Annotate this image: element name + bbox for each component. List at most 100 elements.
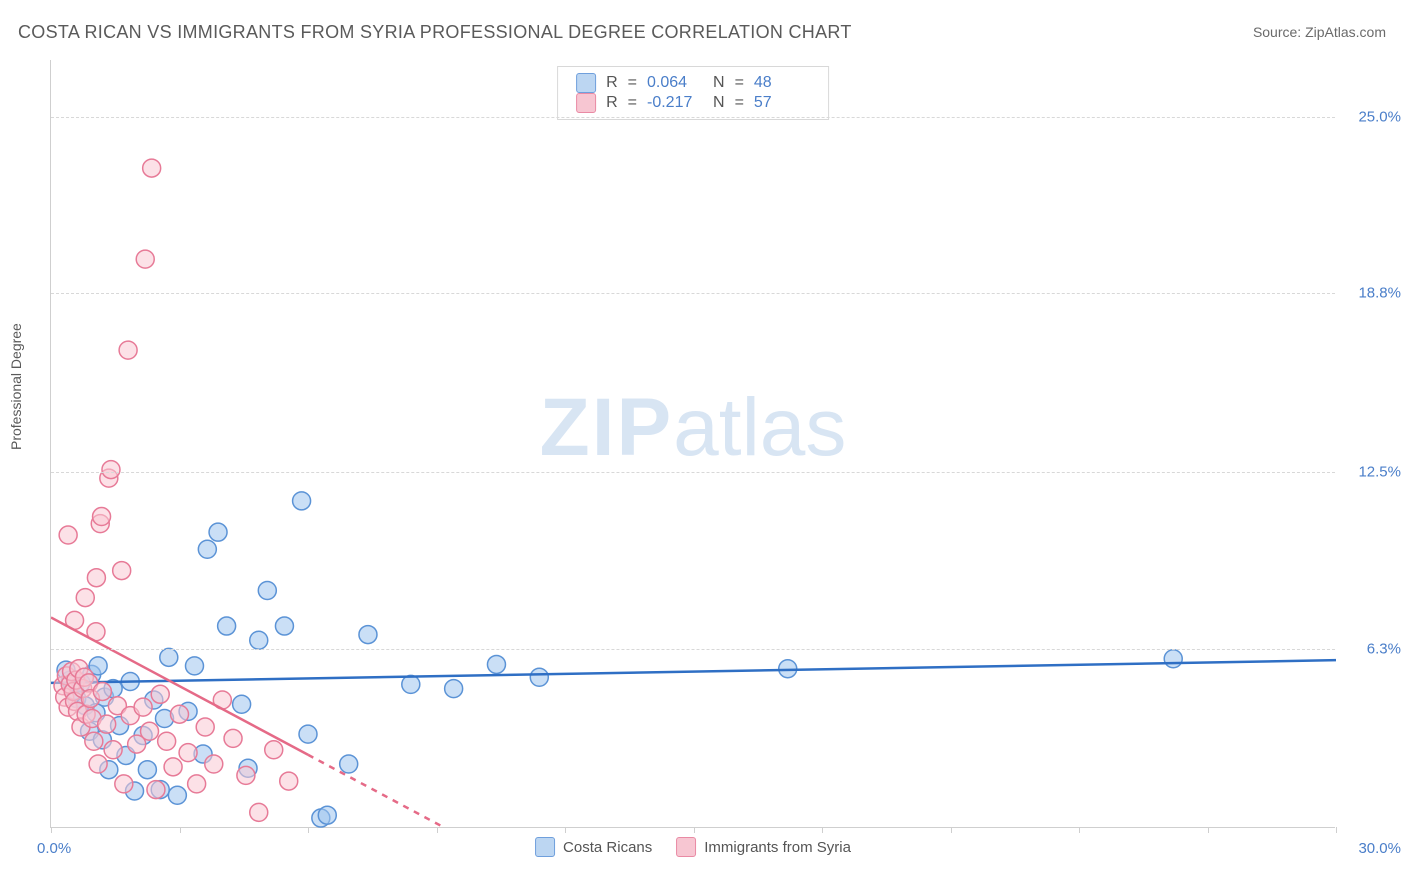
x-tick: [822, 827, 823, 833]
data-point: [359, 626, 377, 644]
legend-swatch: [576, 73, 596, 93]
legend-eq: =: [735, 94, 744, 112]
data-point: [179, 744, 197, 762]
legend-swatch: [576, 93, 596, 113]
data-point: [147, 781, 165, 799]
legend-n-label: N: [713, 74, 725, 92]
data-point: [487, 655, 505, 673]
data-point: [280, 772, 298, 790]
legend-row: R=0.064N=48: [576, 73, 810, 93]
data-point: [196, 718, 214, 736]
data-point: [85, 732, 103, 750]
y-tick-label: 25.0%: [1341, 108, 1401, 125]
legend-eq: =: [735, 74, 744, 92]
x-tick: [437, 827, 438, 833]
series-legend: Costa Ricans Immigrants from Syria: [535, 837, 851, 857]
legend-item: Immigrants from Syria: [676, 837, 851, 857]
data-point: [188, 775, 206, 793]
source-link[interactable]: ZipAtlas.com: [1305, 24, 1386, 40]
data-point: [224, 729, 242, 747]
data-point: [102, 461, 120, 479]
gridline: [51, 293, 1335, 294]
data-point: [143, 159, 161, 177]
x-tick: [180, 827, 181, 833]
legend-r-value: 0.064: [647, 74, 703, 92]
data-point: [87, 569, 105, 587]
data-point: [76, 589, 94, 607]
data-point: [445, 680, 463, 698]
data-point: [205, 755, 223, 773]
data-point: [258, 581, 276, 599]
legend-r-label: R: [606, 94, 618, 112]
legend-n-label: N: [713, 94, 725, 112]
data-point: [136, 250, 154, 268]
data-point: [185, 657, 203, 675]
legend-swatch: [535, 837, 555, 857]
x-tick: [51, 827, 52, 833]
data-point: [218, 617, 236, 635]
data-point: [265, 741, 283, 759]
data-point: [233, 695, 251, 713]
y-tick-label: 12.5%: [1341, 464, 1401, 481]
legend-n-value: 48: [754, 74, 810, 92]
data-point: [158, 732, 176, 750]
x-tick: [565, 827, 566, 833]
source-prefix: Source:: [1253, 24, 1305, 40]
source-label: Source: ZipAtlas.com: [1253, 24, 1386, 40]
data-point: [209, 523, 227, 541]
data-point: [113, 562, 131, 580]
data-point: [250, 631, 268, 649]
data-point: [293, 492, 311, 510]
data-point: [299, 725, 317, 743]
chart-svg: [51, 60, 1336, 828]
legend-r-label: R: [606, 74, 618, 92]
data-point: [98, 715, 116, 733]
data-point: [171, 705, 189, 723]
data-point: [250, 803, 268, 821]
legend-label: Costa Ricans: [563, 839, 652, 856]
data-point: [141, 722, 159, 740]
data-point: [164, 758, 182, 776]
data-point: [318, 806, 336, 824]
chart-title: COSTA RICAN VS IMMIGRANTS FROM SYRIA PRO…: [18, 22, 852, 43]
x-tick: [694, 827, 695, 833]
x-tick: [1208, 827, 1209, 833]
data-point: [119, 341, 137, 359]
legend-item: Costa Ricans: [535, 837, 652, 857]
data-point: [93, 508, 111, 526]
data-point: [402, 675, 420, 693]
data-point: [93, 682, 111, 700]
data-point: [237, 766, 255, 784]
data-point: [275, 617, 293, 635]
legend-row: R = -0.217 N = 57: [576, 93, 810, 113]
x-tick: [308, 827, 309, 833]
data-point: [168, 786, 186, 804]
legend-n-value: 57: [754, 94, 810, 112]
y-tick-label: 18.8%: [1341, 285, 1401, 302]
data-point: [115, 775, 133, 793]
data-point: [340, 755, 358, 773]
data-point: [138, 761, 156, 779]
gridline: [51, 472, 1335, 473]
x-tick: [1079, 827, 1080, 833]
data-point: [59, 526, 77, 544]
data-point: [151, 685, 169, 703]
x-axis-start-label: 0.0%: [37, 840, 71, 857]
x-tick: [1336, 827, 1337, 833]
data-point: [198, 540, 216, 558]
data-point: [134, 698, 152, 716]
legend-label: Immigrants from Syria: [704, 839, 851, 856]
data-point: [104, 741, 122, 759]
legend-r-value: -0.217: [647, 94, 703, 112]
chart-plot-area: ZIPatlas R=0.064N=48R=-0.217N=57 0.0% 30…: [50, 60, 1335, 828]
y-tick-label: 6.3%: [1341, 640, 1401, 657]
y-axis-label: Professional Degree: [8, 323, 24, 450]
data-point: [160, 648, 178, 666]
gridline: [51, 649, 1335, 650]
gridline: [51, 117, 1335, 118]
legend-eq: =: [628, 94, 637, 112]
x-tick: [951, 827, 952, 833]
data-point: [89, 755, 107, 773]
x-axis-end-label: 30.0%: [1358, 840, 1401, 857]
data-point: [530, 668, 548, 686]
